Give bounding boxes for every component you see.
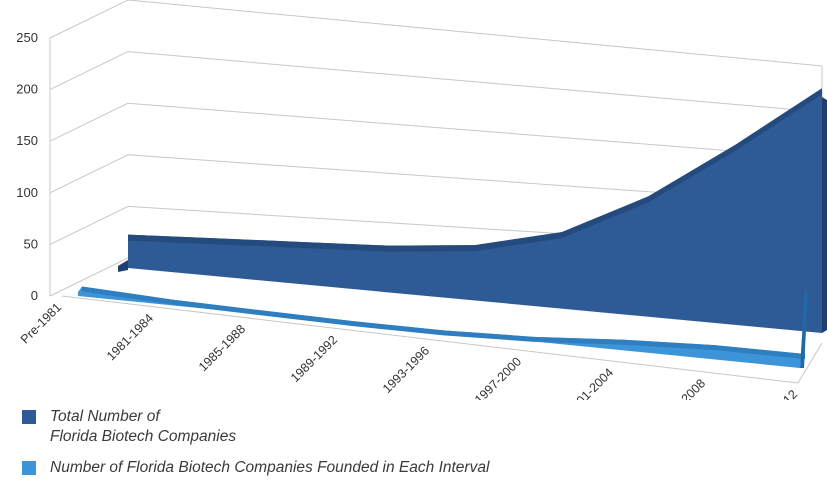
x-tick-label-3: 1989-1992 — [288, 333, 340, 385]
legend-item-founded: Number of Florida Biotech Companies Foun… — [22, 458, 489, 478]
series-founded-area — [78, 286, 808, 368]
series-total-right-cap — [822, 97, 827, 333]
x-tick-label-6: 2001-2004 — [564, 365, 616, 400]
legend-swatch-founded — [22, 461, 36, 475]
series-total-face — [128, 88, 822, 333]
x-tick-label-4: 1993-1996 — [380, 344, 432, 396]
legend-swatch-total — [22, 410, 36, 424]
x-axis-line — [61, 295, 799, 384]
legend-label-founded: Number of Florida Biotech Companies Foun… — [50, 459, 490, 476]
gridline-left-250 — [49, 0, 129, 39]
gridline-left-50 — [49, 205, 129, 245]
gridline-left-100 — [49, 154, 129, 194]
gridline-left-150 — [49, 102, 129, 142]
series-total-left-cap — [118, 260, 128, 272]
x-tick-label-2: 1985-1988 — [196, 322, 248, 374]
y-axis-ticks: 0 50 100 150 200 250 — [16, 30, 38, 303]
x-tick-label-1: 1981-1984 — [104, 311, 156, 363]
x-tick-label-5: 1997-2000 — [472, 355, 524, 400]
gridline-back-250 — [127, 0, 823, 67]
x-tick-label-7: 2005-2008 — [656, 376, 708, 400]
gridline-back-150 — [127, 102, 823, 159]
legend-label-total: Total Number of Florida Biotech Companie… — [50, 408, 237, 445]
y-tick-label-100: 100 — [16, 185, 38, 200]
y-tick-label-0: 0 — [31, 288, 38, 303]
area-chart: 0 50 100 150 200 250 Pre-1981 1981-1984 1985-19… — [16, 0, 827, 400]
legend-item-total: Total Number of Florida Biotech Companie… — [22, 407, 236, 447]
gridline-left-200 — [49, 51, 129, 91]
series-founded-face — [78, 286, 805, 368]
y-tick-label-150: 150 — [16, 133, 38, 148]
x-tick-label-0: Pre-1981 — [18, 300, 64, 346]
y-tick-label-50: 50 — [24, 236, 38, 251]
series-total-area — [118, 88, 827, 333]
gridline-left-0 — [49, 257, 129, 297]
series-founded-top-edge — [82, 286, 805, 359]
floor-right-edge — [797, 342, 823, 384]
y-tick-label-250: 250 — [16, 30, 38, 45]
x-tick-label-8: 2009-2012 — [748, 387, 800, 400]
y-tick-label-200: 200 — [16, 82, 38, 97]
series-founded-right-cap — [800, 290, 808, 368]
gridline-back-200 — [127, 51, 823, 113]
